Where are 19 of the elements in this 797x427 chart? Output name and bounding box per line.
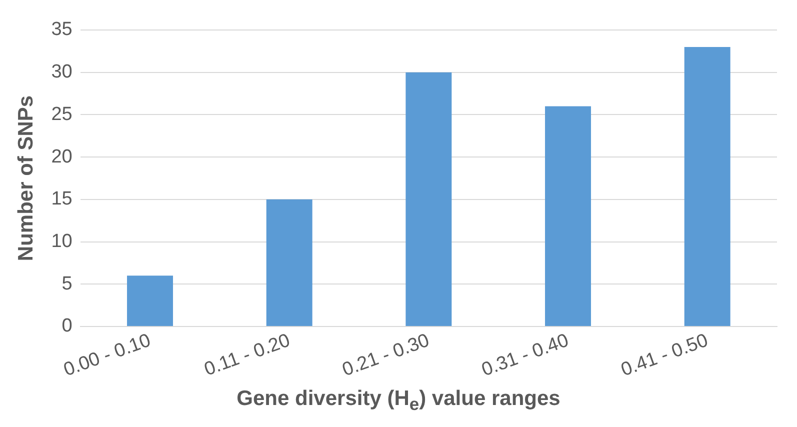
y-tick-label: 5: [62, 273, 72, 294]
y-tick-label: 20: [51, 146, 72, 168]
y-tick-label: 0: [62, 316, 72, 337]
x-tick-label: 0.21 - 0.30: [340, 330, 432, 381]
y-axis-title: Number of SNPs: [14, 95, 38, 262]
y-tick-label: 15: [51, 188, 72, 210]
y-tick-label: 30: [51, 62, 72, 83]
bar: [406, 72, 452, 326]
x-tick-label: 0.11 - 0.20: [202, 330, 293, 380]
bar: [266, 199, 312, 326]
x-axis-title: Gene diversity (H$_{e}$) value ranges: [236, 387, 562, 416]
y-tick-label: 35: [51, 19, 72, 40]
x-tick-label: 0.41 - 0.50: [618, 330, 711, 381]
bar: [684, 46, 730, 326]
bar: [545, 106, 591, 326]
y-tick-label: 10: [51, 231, 72, 252]
x-tick-label: 0.31 - 0.40: [479, 330, 572, 381]
bar: [127, 276, 173, 326]
y-tick-label: 25: [51, 104, 72, 125]
